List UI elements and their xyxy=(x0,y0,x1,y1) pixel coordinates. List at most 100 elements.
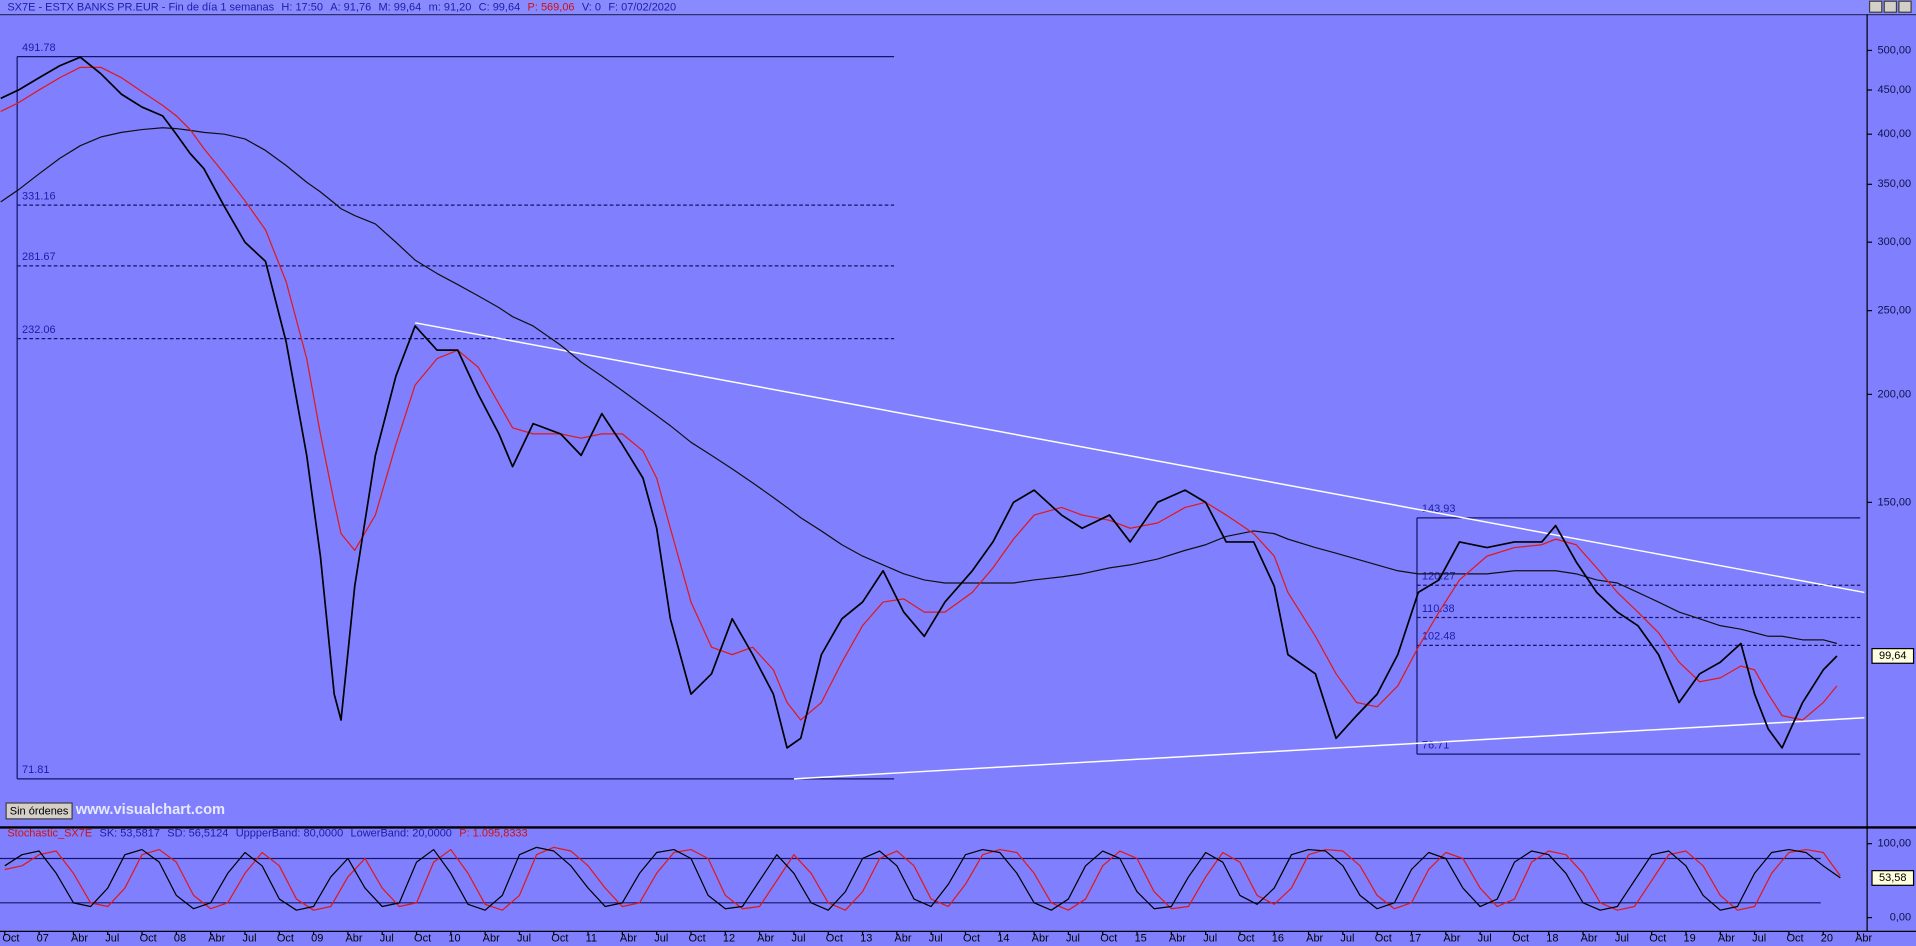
header-item: A: 91,76 xyxy=(330,1,371,13)
x-tick-label: 07 xyxy=(37,933,49,945)
y-tick-label: 200,00 xyxy=(1878,388,1912,400)
x-tick-label: Abr xyxy=(757,933,774,945)
x-tick-label: 19 xyxy=(1684,933,1696,945)
x-tick-label: Abr xyxy=(345,933,362,945)
x-tick-label: 13 xyxy=(860,933,872,945)
x-tick-label: 20 xyxy=(1821,933,1833,945)
header-item: P: 569,06 xyxy=(528,1,575,13)
stochastic-panel: Stochastic_SX7E SK: 53,5817 SD: 56,5124 Upp… xyxy=(0,827,1915,923)
x-tick-label: 18 xyxy=(1546,933,1558,945)
y-tick-label: 500,00 xyxy=(1878,44,1912,56)
x-tick-label: Jul xyxy=(1752,933,1766,945)
x-tick-label: Oct xyxy=(1786,933,1803,945)
x-tick-label: Abr xyxy=(894,933,911,945)
x-tick-label: Abr xyxy=(1169,933,1186,945)
x-tick-label: Jul xyxy=(1066,933,1080,945)
x-tick-label: Abr xyxy=(208,933,225,945)
x-tick-label: Abr xyxy=(1581,933,1598,945)
header-item: UppperBand: 80,0000 xyxy=(236,827,343,839)
series-line xyxy=(4,846,1841,911)
x-tick-label: Jul xyxy=(1340,933,1354,945)
x-tick-label: 14 xyxy=(997,933,1009,945)
x-tick-label: Jul xyxy=(1478,933,1492,945)
y-tick-label: 400,00 xyxy=(1878,128,1912,140)
x-tick-label: Abr xyxy=(483,933,500,945)
last-value-label: 99,64 xyxy=(1879,650,1906,662)
x-tick-label: Abr xyxy=(1032,933,1049,945)
x-tick-label: Oct xyxy=(1375,933,1392,945)
x-tick-label: 08 xyxy=(174,933,186,945)
header-item: SX7E - ESTX BANKS PR.EUR - Fin de día 1 … xyxy=(7,1,274,13)
level-label: 491.78 xyxy=(22,42,56,54)
series-line xyxy=(0,56,1838,749)
x-tick-label: 17 xyxy=(1409,933,1421,945)
minimize-button[interactable] xyxy=(1868,0,1883,13)
level-label: 71.81 xyxy=(22,764,49,776)
trendline xyxy=(415,322,1865,594)
level-label: 232.06 xyxy=(22,324,56,336)
level-label: 110.38 xyxy=(1422,603,1455,615)
x-tick-label: 09 xyxy=(311,933,323,945)
maximize-button[interactable] xyxy=(1883,0,1898,13)
last-value-box xyxy=(1871,647,1915,664)
watermark: www.visualchart.com xyxy=(75,802,225,818)
y-tick-label: 450,00 xyxy=(1878,84,1912,96)
x-tick-label: Jul xyxy=(791,933,805,945)
header-item: Stochastic_SX7E xyxy=(7,827,92,839)
header-item: F: 07/02/2020 xyxy=(608,1,676,13)
x-tick-label: Oct xyxy=(140,933,157,945)
x-tick-label: Jul xyxy=(1203,933,1217,945)
x-tick-label: Oct xyxy=(1512,933,1529,945)
y-tick-label: 100,00 xyxy=(1878,838,1912,850)
x-tick-label: Abr xyxy=(71,933,88,945)
x-tick-label: Abr xyxy=(1855,933,1872,945)
x-tick-label: Oct xyxy=(2,933,19,945)
x-tick-label: Jul xyxy=(929,933,943,945)
last-value-box xyxy=(1871,870,1915,886)
header-bar xyxy=(0,0,1916,15)
x-tick-label: Jul xyxy=(654,933,668,945)
x-tick-label: Oct xyxy=(963,933,980,945)
series-line xyxy=(0,127,1838,645)
orders-button[interactable] xyxy=(5,802,73,820)
orders-button-label: Sin órdenes xyxy=(10,805,69,817)
x-tick-label: Abr xyxy=(1443,933,1460,945)
x-tick-label: Jul xyxy=(1615,933,1629,945)
x-tick-label: 11 xyxy=(586,933,597,945)
x-tick-label: Oct xyxy=(689,933,706,945)
series-line xyxy=(4,846,1841,911)
x-tick-label: Jul xyxy=(517,933,531,945)
last-value-label: 53,58 xyxy=(1879,872,1906,884)
y-tick-label: 0,00 xyxy=(1890,911,1911,923)
x-tick-label: Jul xyxy=(380,933,394,945)
y-tick-label: 250,00 xyxy=(1878,305,1912,317)
x-tick-label: 16 xyxy=(1272,933,1284,945)
x-tick-label: Oct xyxy=(1100,933,1117,945)
header-item: m: 91,20 xyxy=(429,1,472,13)
header-item: C: 99,64 xyxy=(479,1,521,13)
header-item: M: 99,64 xyxy=(379,1,422,13)
header-item: SD: 56,5124 xyxy=(167,827,228,839)
x-tick-label: Oct xyxy=(1238,933,1255,945)
y-tick-label: 300,00 xyxy=(1878,236,1912,248)
level-label: 331.16 xyxy=(22,190,56,202)
level-label: 102.48 xyxy=(1422,631,1456,643)
x-tick-label: 12 xyxy=(723,933,735,945)
panel-header: SX7E - ESTX BANKS PR.EUR - Fin de día 1 … xyxy=(7,1,676,13)
x-tick-label: Abr xyxy=(1306,933,1323,945)
x-tick-label: Jul xyxy=(105,933,119,945)
header-item: V: 0 xyxy=(582,1,601,13)
level-label: 281.67 xyxy=(22,251,56,263)
header-item: P: 1.095,8333 xyxy=(459,827,527,839)
x-tick-label: Oct xyxy=(277,933,294,945)
trendline xyxy=(793,717,1865,780)
y-tick-label: 350,00 xyxy=(1878,178,1912,190)
window-buttons xyxy=(1868,0,1912,13)
y-tick-label: 150,00 xyxy=(1878,496,1912,508)
x-tick-label: Abr xyxy=(620,933,637,945)
x-tick-label: Oct xyxy=(1649,933,1666,945)
close-button[interactable] xyxy=(1898,0,1912,13)
